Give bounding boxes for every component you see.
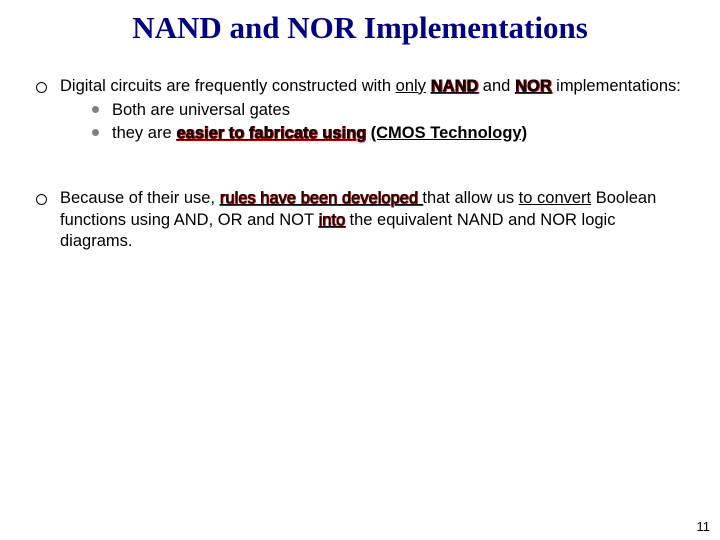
text-underline: only: [396, 77, 426, 95]
title-text: NAND and NOR Implementations: [132, 10, 588, 45]
sub-bullet-1: Both are universal gates: [90, 99, 688, 121]
text: and: [478, 77, 515, 95]
phrase-into: into: [318, 211, 345, 229]
text: Both are universal gates: [112, 101, 290, 119]
outer-list: Digital circuits are frequently construc…: [32, 76, 688, 254]
text: Digital circuits are frequently construc…: [60, 77, 396, 95]
phrase-easier: easier to fabricate using: [176, 124, 366, 142]
phrase-cmos: (CMOS Technology): [371, 124, 527, 142]
sub-bullet-2: they are easier to fabricate using (CMOS…: [90, 122, 688, 144]
keyword-nor: NOR: [515, 77, 552, 95]
text: they are: [112, 124, 176, 142]
text: that allow us: [422, 189, 518, 207]
keyword-nand: NAND: [431, 77, 479, 95]
phrase-rules: rules have been developed: [220, 189, 423, 207]
bullet-2: Because of their use, rules have been de…: [32, 188, 688, 253]
phrase-toconvert: to convert: [519, 189, 591, 207]
slide-body: Digital circuits are frequently construc…: [0, 46, 720, 254]
slide-title: NAND and NOR Implementations: [0, 0, 720, 46]
page-number: 11: [697, 519, 711, 534]
bullet-1: Digital circuits are frequently construc…: [32, 76, 688, 144]
text: implementations:: [552, 77, 681, 95]
text: Because of their use,: [60, 189, 220, 207]
slide: { "title": "NAND and NOR Implementations…: [0, 0, 720, 540]
inner-list: Both are universal gates they are easier…: [60, 99, 688, 144]
